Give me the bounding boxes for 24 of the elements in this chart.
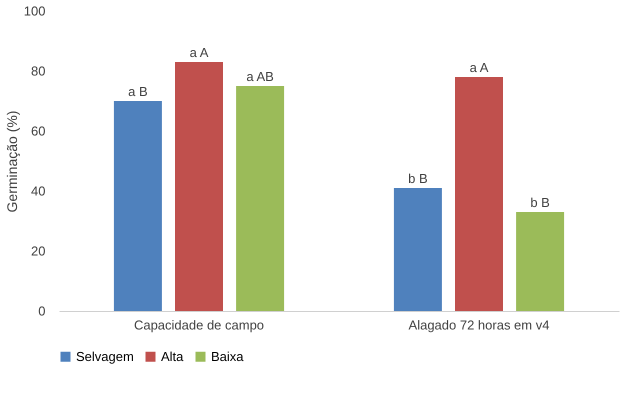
y-tick-label: 80	[31, 64, 46, 78]
y-tick-label: 0	[38, 304, 46, 318]
bar	[236, 86, 284, 311]
y-tick-label: 20	[31, 244, 46, 258]
data-label: a B	[128, 84, 148, 99]
bar	[175, 62, 223, 311]
y-axis-title: Germinação (%)	[4, 110, 20, 212]
y-tick-label: 60	[31, 124, 46, 138]
y-tick-label: 100	[24, 4, 46, 18]
bar	[114, 101, 162, 311]
data-label: a A	[470, 60, 489, 75]
bar	[455, 77, 503, 311]
data-label: b B	[408, 171, 428, 186]
data-label: a AB	[246, 69, 274, 84]
x-tick-label: Capacidade de campo	[134, 318, 264, 332]
bar	[394, 188, 442, 311]
bar	[516, 212, 564, 311]
data-label: b B	[530, 195, 550, 210]
x-tick-label: Alagado 72 horas em v4	[408, 318, 550, 332]
data-label: a A	[190, 45, 209, 60]
y-tick-label: 40	[31, 184, 46, 198]
legend-label: Alta	[161, 348, 184, 364]
legend-label: Baixa	[211, 348, 244, 364]
legend-label: Selvagem	[76, 348, 134, 364]
